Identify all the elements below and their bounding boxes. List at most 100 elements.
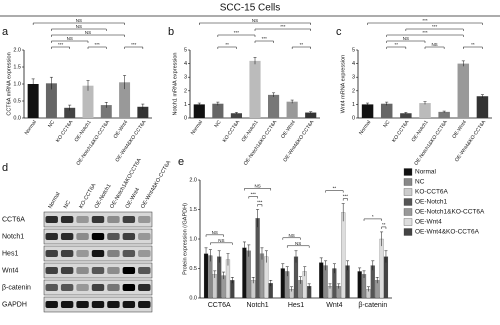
error-bar (332, 263, 336, 274)
significance-bracket (51, 46, 70, 49)
y-tick-label: 2 (352, 88, 355, 94)
legend-swatch (403, 218, 413, 226)
panel-label: d (2, 162, 8, 174)
significance-bracket (282, 237, 301, 240)
significance-label: *** (343, 194, 349, 199)
blot-band (138, 216, 151, 223)
legend-label: KO-CCT6A (415, 189, 449, 196)
significance-bracket (244, 188, 272, 191)
x-tick-label: KO-CCT6A (55, 119, 75, 144)
bar (119, 82, 131, 118)
error-bar (251, 277, 255, 284)
error-bar (281, 263, 285, 274)
x-tick-label: OE-Wnt4 (280, 119, 297, 139)
blot-band (76, 267, 89, 274)
bar (82, 85, 94, 118)
significance-bracket (124, 46, 144, 49)
error-bar (141, 103, 145, 110)
error-bar (290, 286, 294, 292)
bar (100, 105, 112, 118)
error-bar (384, 250, 388, 263)
y-tick-label: 2 (184, 88, 187, 94)
x-tick-label: NC (214, 119, 223, 129)
significance-bracket (386, 34, 464, 37)
bar (268, 94, 280, 118)
x-tick-label: Normal (358, 119, 372, 136)
y-tick-label: 3 (352, 75, 355, 81)
bar (242, 247, 247, 299)
blot-band (45, 216, 58, 223)
y-tick-label: 0.5 (13, 98, 21, 104)
x-tick-label: OE-Notch1 (411, 119, 430, 143)
significance-label: * (372, 214, 374, 219)
legend-label: Normal (415, 169, 437, 176)
bar (27, 84, 39, 118)
error-bar (366, 286, 370, 292)
blot-band (60, 284, 74, 291)
significance-label: *** (262, 36, 268, 41)
y-tick-label: 2.0 (189, 177, 197, 183)
figure-title: SCC-15 Cells (220, 3, 281, 14)
significance-bracket (286, 245, 310, 248)
y-tick-label: 0 (352, 115, 355, 121)
significance-label: *** (280, 24, 286, 29)
significance-bracket (51, 28, 107, 31)
x-tick-label: Notch1 (247, 302, 269, 309)
bar (203, 253, 209, 299)
y-tick-label: 4 (352, 61, 355, 67)
legend-label: OE-Wnt4 (415, 219, 442, 226)
error-bar (385, 101, 389, 106)
significance-bracket (424, 46, 445, 49)
bar (438, 111, 450, 118)
protein-label: Hes1 (2, 250, 18, 257)
significance-label: *** (131, 42, 137, 47)
significance-label: ** (225, 42, 229, 47)
protein-label: Notch1 (2, 233, 24, 240)
bar (249, 60, 261, 118)
significance-label: ** (300, 42, 304, 47)
error-bar (337, 283, 341, 289)
x-tick-label: NC (47, 119, 56, 129)
y-tick-label: 1.5 (13, 64, 21, 70)
x-tick-label: OE-Wnt4 (113, 119, 130, 139)
bar (457, 63, 470, 118)
lane-label: NC (63, 200, 72, 210)
bar (419, 103, 431, 118)
bar (208, 255, 213, 299)
significance-bracket (386, 40, 426, 43)
error-bar (309, 111, 313, 114)
error-bar (328, 283, 332, 289)
error-bar (341, 203, 345, 222)
significance-bracket (210, 242, 233, 245)
significance-bracket (257, 204, 263, 207)
legend-swatch (403, 188, 413, 196)
y-tick-label: 3 (184, 75, 187, 81)
lane-label: Normal (48, 191, 62, 209)
y-axis-label: CCT6A mRNA expression (6, 52, 12, 115)
error-bar (86, 80, 90, 91)
legend-swatch (403, 208, 413, 216)
blot-band (91, 233, 105, 240)
significance-bracket (254, 40, 274, 43)
error-bar (253, 57, 257, 65)
significance-label: *** (95, 42, 101, 47)
bar (212, 103, 224, 118)
blot-band (122, 233, 136, 240)
legend-label: OE-Notch1&KO-CCT6A (415, 209, 485, 216)
error-bar (461, 60, 465, 67)
bar (255, 218, 260, 299)
error-bar (49, 76, 53, 90)
blot-band (107, 301, 120, 308)
y-tick-label: 1.5 (189, 207, 197, 213)
legend-swatch (403, 168, 413, 176)
blot-band (138, 267, 151, 274)
significance-bracket (367, 22, 483, 25)
blot-band (107, 284, 120, 291)
y-tick-label: 0.0 (189, 295, 197, 301)
significance-label: NS (218, 238, 224, 243)
bar (137, 106, 149, 118)
y-tick-label: 0 (184, 115, 187, 121)
bar (64, 107, 76, 118)
bar (341, 212, 346, 299)
significance-bracket (291, 46, 311, 49)
